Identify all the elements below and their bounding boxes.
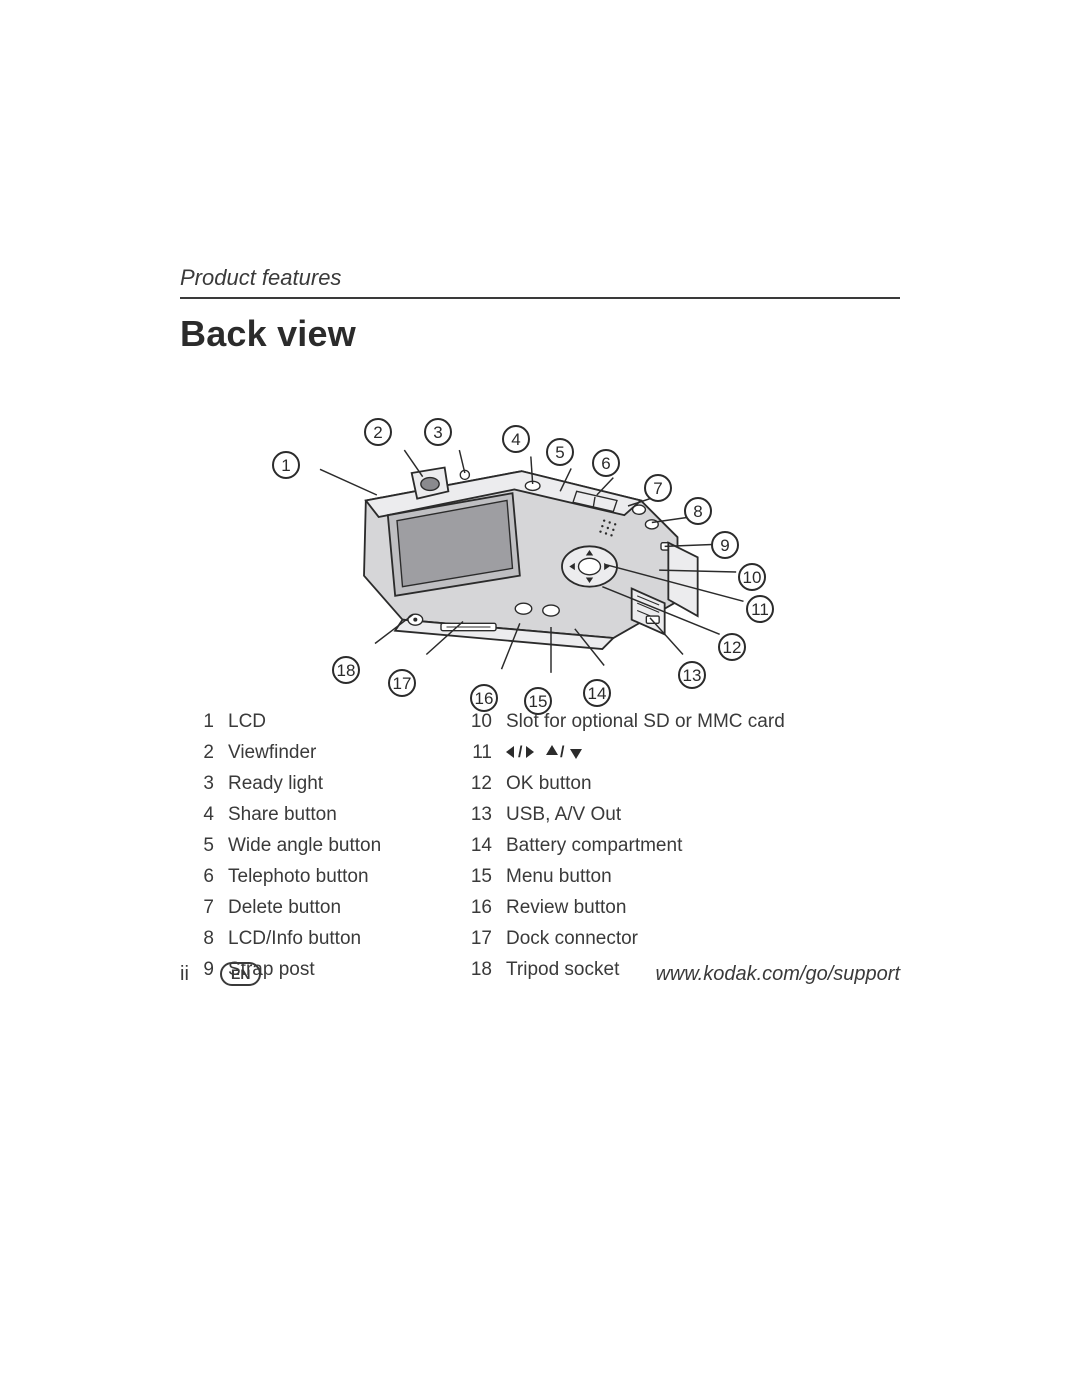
legend-num: 17 [468,928,496,950]
callout-14: 14 [583,679,611,707]
callout-4: 4 [502,425,530,453]
callout-2: 2 [364,418,392,446]
legend-label: Ready light [228,773,458,795]
legend-num: 11 [468,742,496,764]
legend-table: 1 LCD 10 Slot for optional SD or MMC card 2V… [190,711,900,981]
legend-label: // [506,742,786,764]
legend-num: 13 [468,804,496,826]
legend-num: 1 [190,711,218,733]
svg-text:/: / [560,744,565,761]
legend-num: 8 [190,928,218,950]
legend-label: USB, A/V Out [506,804,786,826]
legend-num: 6 [190,866,218,888]
content-area: Product features Back view [180,265,900,981]
callout-8: 8 [684,497,712,525]
page-title: Back view [180,313,900,355]
callout-1: 1 [272,451,300,479]
callout-5: 5 [546,438,574,466]
legend-label: Review button [506,897,786,919]
legend-num: 5 [190,835,218,857]
legend-num: 10 [468,711,496,733]
legend-label: OK button [506,773,786,795]
legend-label: Battery compartment [506,835,786,857]
legend-label: Dock connector [506,928,786,950]
legend-label: Delete button [228,897,458,919]
callout-13: 13 [678,661,706,689]
legend-label: Viewfinder [228,742,458,764]
callout-6: 6 [592,449,620,477]
legend-num: 7 [190,897,218,919]
legend-num: 14 [468,835,496,857]
legend-num: 15 [468,866,496,888]
back-view-diagram: 123456789101112131415161718 [260,363,820,693]
direction-icons: // [506,742,584,763]
callout-16: 16 [470,684,498,712]
callout-7: 7 [644,474,672,502]
section-label: Product features [180,265,900,299]
support-url: www.kodak.com/go/support [655,963,900,986]
legend-label: Slot for optional SD or MMC card [506,711,786,733]
language-badge: EN [220,962,261,986]
callout-9: 9 [711,531,739,559]
callout-3: 3 [424,418,452,446]
svg-text:/: / [518,744,523,761]
page: Product features Back view [0,0,1080,1397]
callout-18: 18 [332,656,360,684]
callout-15: 15 [524,687,552,715]
callout-11: 11 [746,595,774,623]
legend-num: 16 [468,897,496,919]
legend-label: LCD [228,711,458,733]
legend-label: Wide angle button [228,835,458,857]
callout-17: 17 [388,669,416,697]
legend-label: Menu button [506,866,786,888]
legend-num: 4 [190,804,218,826]
legend-num: 2 [190,742,218,764]
page-footer: ii EN www.kodak.com/go/support [180,962,900,986]
legend-num: 3 [190,773,218,795]
legend-label: Telephoto button [228,866,458,888]
callout-10: 10 [738,563,766,591]
legend-label: Share button [228,804,458,826]
callout-12: 12 [718,633,746,661]
legend-label: LCD/Info button [228,928,458,950]
page-number: ii [180,963,220,986]
legend-num: 12 [468,773,496,795]
